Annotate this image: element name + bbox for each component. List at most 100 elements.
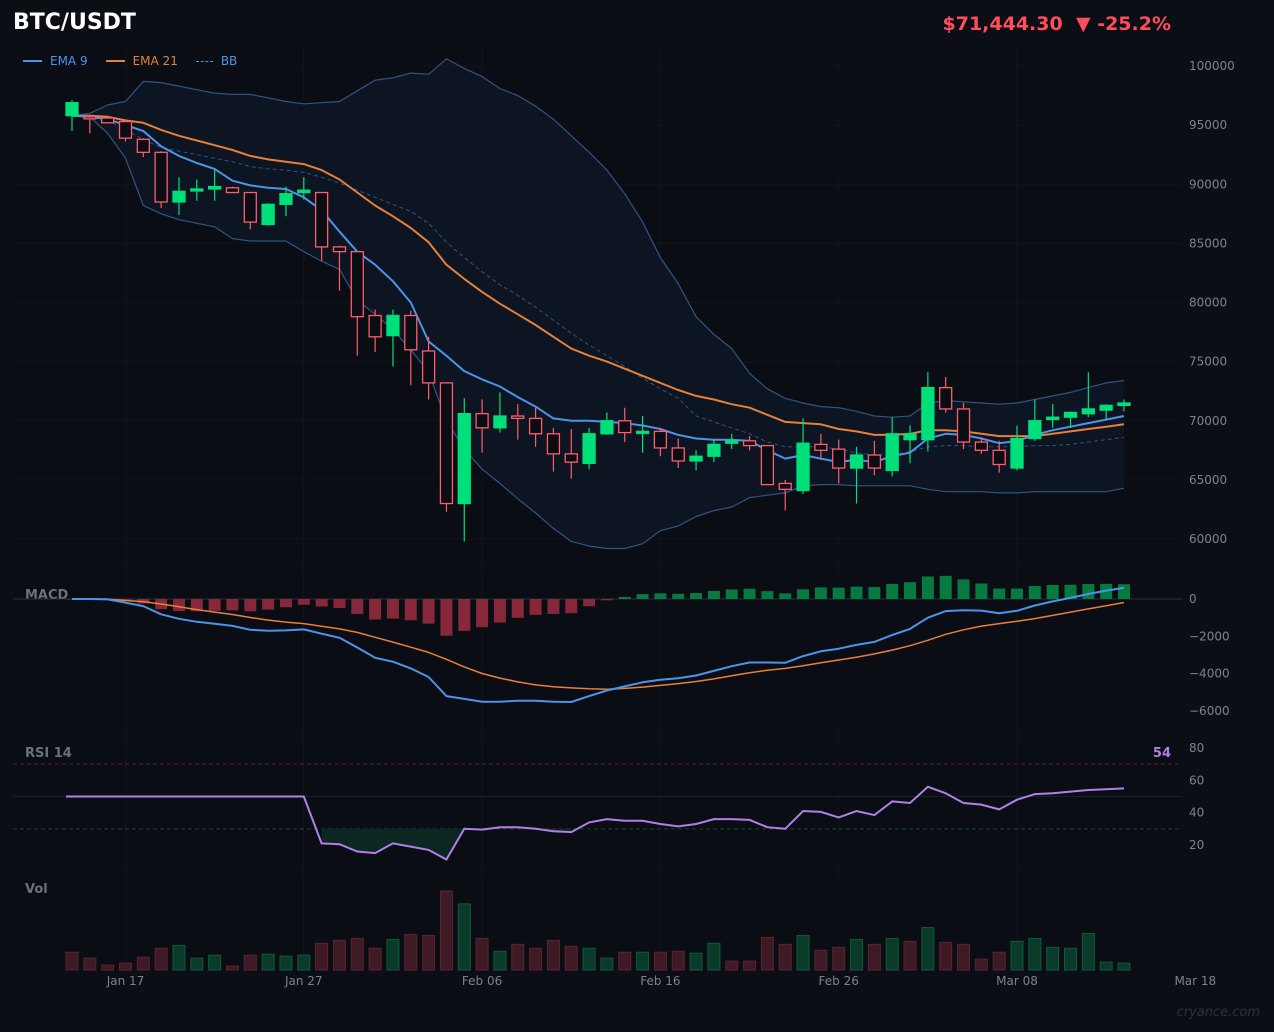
volume-pane bbox=[13, 876, 1182, 970]
candle-up bbox=[725, 433, 739, 450]
candle-down bbox=[742, 436, 757, 451]
volume-bar bbox=[529, 947, 543, 971]
volume-bar bbox=[600, 957, 614, 971]
macd-signal-line bbox=[72, 598, 1125, 690]
macd-histogram-bar bbox=[547, 599, 560, 614]
date-axis-label: Feb 06 bbox=[462, 974, 502, 988]
volume-bar bbox=[725, 960, 739, 971]
ema21-line-icon bbox=[105, 60, 125, 62]
price-axis-label: 80000 bbox=[1189, 296, 1227, 310]
macd-histogram-bar bbox=[797, 589, 810, 599]
candle-up bbox=[1099, 404, 1113, 420]
candle-body bbox=[885, 433, 899, 472]
volume-label: Vol bbox=[25, 882, 48, 897]
candle-body bbox=[796, 442, 810, 492]
price-axis-label: 90000 bbox=[1189, 177, 1227, 191]
candle-body bbox=[832, 448, 846, 469]
candle-body bbox=[1010, 437, 1024, 469]
volume-bar bbox=[1064, 947, 1078, 971]
volume-bar bbox=[65, 951, 79, 971]
candle-down bbox=[992, 440, 1006, 473]
candle-body bbox=[974, 441, 989, 451]
candle-down bbox=[546, 427, 561, 472]
volume-bar bbox=[493, 950, 507, 971]
macd-histogram-bar bbox=[208, 599, 221, 611]
candle-body bbox=[528, 417, 543, 435]
candle-body bbox=[903, 433, 917, 441]
volume-bar bbox=[564, 945, 578, 971]
candle-up bbox=[279, 186, 293, 217]
legend-ema9[interactable]: EMA 9 bbox=[23, 54, 88, 68]
candle-down bbox=[511, 404, 525, 440]
volume-bar bbox=[208, 954, 222, 971]
candle-down bbox=[939, 376, 953, 413]
volume-bar bbox=[939, 941, 953, 971]
volume-bar bbox=[636, 951, 650, 971]
macd-histogram-bar bbox=[832, 587, 845, 599]
volume-bar bbox=[404, 933, 418, 971]
volume-bar bbox=[422, 934, 436, 971]
candle-up bbox=[1046, 404, 1060, 428]
volume-bar bbox=[1117, 962, 1131, 971]
candle-down bbox=[564, 429, 578, 479]
macd-histogram-bar bbox=[297, 599, 310, 605]
candle-body bbox=[118, 120, 133, 139]
price-axis-label: 95000 bbox=[1189, 118, 1227, 132]
candle-up bbox=[172, 177, 186, 215]
candle-body bbox=[1063, 411, 1078, 418]
candle-body bbox=[992, 449, 1006, 466]
candle-up bbox=[1063, 411, 1078, 428]
rsi-pane bbox=[13, 742, 1182, 864]
macd-histogram-bar bbox=[386, 599, 399, 619]
volume-bar bbox=[83, 957, 97, 971]
macd-histogram-bar bbox=[262, 599, 275, 610]
candle-up bbox=[885, 417, 899, 477]
legend-ema21[interactable]: EMA 21 bbox=[105, 54, 178, 68]
macd-histogram-bar bbox=[440, 599, 453, 636]
volume-bar bbox=[1028, 937, 1042, 971]
volume-bar bbox=[475, 937, 489, 971]
date-axis-label: Jan 27 bbox=[284, 974, 323, 988]
rsi-chart: RSI 14 20 40 60 80 54 bbox=[13, 741, 1204, 861]
price-chart: 60000 65000 70000 75000 80000 85000 90000 95000… bbox=[13, 46, 1235, 970]
ema9-line-icon bbox=[23, 60, 42, 62]
legend-label: EMA 21 bbox=[132, 54, 178, 68]
candle-up bbox=[493, 392, 507, 433]
candle-body bbox=[1081, 408, 1095, 415]
volume-bar bbox=[190, 957, 204, 971]
macd-histogram-bar bbox=[921, 576, 934, 599]
volume-bar bbox=[1081, 932, 1095, 971]
candle-up bbox=[635, 416, 650, 453]
macd-axis-label: −6000 bbox=[1189, 704, 1230, 718]
candle-body bbox=[65, 102, 79, 117]
candle-body bbox=[600, 420, 614, 435]
macd-histogram-bar bbox=[190, 599, 203, 612]
macd-histogram-bar bbox=[333, 599, 346, 608]
watermark: cryance.com bbox=[1176, 1005, 1260, 1020]
candle-body bbox=[404, 314, 418, 351]
volume-bar bbox=[1046, 946, 1060, 971]
volume-bar bbox=[885, 937, 899, 971]
price-axis-label: 65000 bbox=[1189, 473, 1227, 487]
candle-body bbox=[1046, 416, 1060, 421]
volume-bar bbox=[796, 934, 810, 971]
candle-body bbox=[956, 408, 971, 443]
date-axis-label: Mar 18 bbox=[1174, 974, 1216, 988]
legend-bb[interactable]: BB bbox=[195, 54, 238, 68]
legend-label: BB bbox=[220, 54, 238, 68]
macd-histogram-bar bbox=[511, 599, 524, 618]
price-display: $71,444.30 ▼ -25.2% bbox=[943, 13, 1172, 35]
change-percent: -25.2% bbox=[1097, 13, 1171, 35]
candle-down bbox=[118, 120, 133, 142]
macd-histogram-bar bbox=[868, 587, 881, 599]
candle-body bbox=[243, 191, 257, 223]
candle-down bbox=[243, 191, 257, 230]
rsi-axis-label: 80 bbox=[1189, 741, 1204, 755]
candle-down bbox=[154, 151, 168, 208]
candle-body bbox=[350, 251, 364, 318]
rsi-current-value: 54 bbox=[1153, 746, 1171, 761]
candle-up bbox=[582, 427, 596, 470]
volume-bar bbox=[992, 951, 1006, 971]
macd-histogram-bar bbox=[244, 599, 257, 612]
